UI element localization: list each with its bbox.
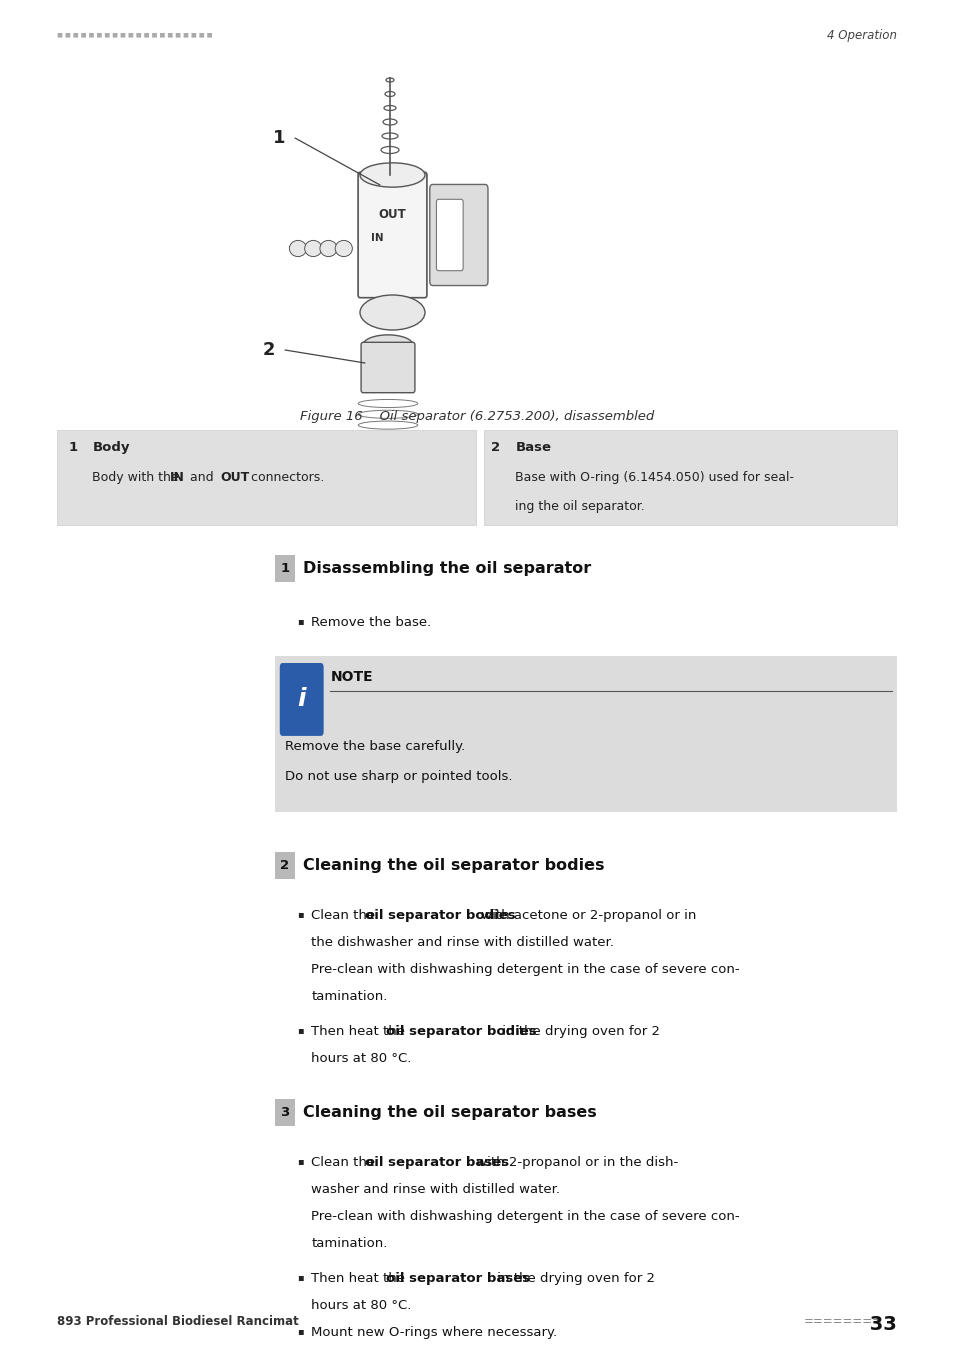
Text: oil separator bases: oil separator bases [385,1272,529,1285]
FancyBboxPatch shape [483,431,896,525]
Text: with 2-propanol or in the dish-: with 2-propanol or in the dish- [471,1156,677,1169]
Ellipse shape [289,240,306,256]
Text: Disassembling the oil separator: Disassembling the oil separator [302,562,590,576]
Text: hours at 80 °C.: hours at 80 °C. [311,1299,411,1312]
FancyBboxPatch shape [274,656,896,811]
Text: Pre-clean with dishwashing detergent in the case of severe con-: Pre-clean with dishwashing detergent in … [311,1210,740,1223]
Text: in the drying oven for 2: in the drying oven for 2 [492,1272,654,1285]
Text: with acetone or 2-propanol or in: with acetone or 2-propanol or in [476,909,696,922]
Text: 1: 1 [69,441,77,454]
Text: washer and rinse with distilled water.: washer and rinse with distilled water. [311,1183,559,1196]
Text: Cleaning the oil separator bases: Cleaning the oil separator bases [302,1106,596,1120]
Text: ■ ■ ■ ■ ■ ■ ■ ■ ■ ■ ■ ■ ■ ■ ■ ■ ■ ■ ■ ■: ■ ■ ■ ■ ■ ■ ■ ■ ■ ■ ■ ■ ■ ■ ■ ■ ■ ■ ■ ■ [57,32,214,38]
FancyBboxPatch shape [357,173,426,298]
Text: ▪: ▪ [296,1326,303,1336]
Text: tamination.: tamination. [311,1237,387,1250]
Ellipse shape [319,240,336,256]
Text: oil separator bodies: oil separator bodies [385,1025,536,1038]
Text: Clean the: Clean the [311,1156,379,1169]
Text: oil separator bodies: oil separator bodies [364,909,515,922]
Text: connectors.: connectors. [247,471,324,483]
Text: in the drying oven for 2: in the drying oven for 2 [497,1025,659,1038]
Ellipse shape [363,335,413,355]
Text: OUT: OUT [378,208,406,221]
Text: ▪: ▪ [296,1025,303,1035]
Text: ▪: ▪ [296,1272,303,1282]
Text: 1: 1 [280,562,290,575]
Text: Cleaning the oil separator bodies: Cleaning the oil separator bodies [302,859,603,873]
Text: 2: 2 [280,859,290,872]
FancyBboxPatch shape [274,852,294,879]
Text: ▪: ▪ [296,1156,303,1166]
Text: Then heat the: Then heat the [311,1025,409,1038]
Text: Base with O-ring (6.1454.050) used for seal-: Base with O-ring (6.1454.050) used for s… [515,471,794,483]
Ellipse shape [304,240,321,256]
Text: 893 Professional Biodiesel Rancimat: 893 Professional Biodiesel Rancimat [57,1315,298,1328]
FancyBboxPatch shape [361,343,415,393]
Ellipse shape [335,240,352,256]
Text: and: and [186,471,217,483]
Text: IN: IN [371,232,383,243]
FancyBboxPatch shape [429,185,487,286]
Text: Pre-clean with dishwashing detergent in the case of severe con-: Pre-clean with dishwashing detergent in … [311,963,740,976]
Text: OUT: OUT [220,471,249,483]
Text: Base: Base [515,441,551,454]
Text: i: i [297,687,306,711]
Text: NOTE: NOTE [330,670,373,683]
Text: Body with the: Body with the [92,471,183,483]
Text: IN: IN [170,471,184,483]
FancyBboxPatch shape [274,555,294,582]
Text: 2: 2 [263,342,275,359]
Text: hours at 80 °C.: hours at 80 °C. [311,1052,411,1065]
Text: Mount new O-rings where necessary.: Mount new O-rings where necessary. [311,1326,557,1339]
Text: 3: 3 [280,1106,290,1119]
Text: 4 Operation: 4 Operation [826,28,896,42]
FancyBboxPatch shape [436,200,462,271]
Text: 33: 33 [862,1315,896,1334]
Text: tamination.: tamination. [311,990,387,1003]
Text: Clean the: Clean the [311,909,379,922]
Ellipse shape [359,296,424,329]
Text: ▪: ▪ [296,616,303,626]
FancyBboxPatch shape [274,1099,294,1126]
Ellipse shape [359,163,424,188]
Text: ▪: ▪ [296,909,303,919]
Text: Body: Body [92,441,130,454]
Text: ing the oil separator.: ing the oil separator. [515,501,644,513]
Text: Figure 16    Oil separator (6.2753.200), disassembled: Figure 16 Oil separator (6.2753.200), di… [299,410,654,423]
Text: ========: ======== [802,1315,882,1328]
FancyBboxPatch shape [57,431,476,525]
FancyBboxPatch shape [279,663,323,736]
Text: 2: 2 [491,441,500,454]
Text: oil separator bases: oil separator bases [364,1156,508,1169]
Text: Remove the base carefully.: Remove the base carefully. [284,740,464,753]
Text: the dishwasher and rinse with distilled water.: the dishwasher and rinse with distilled … [311,936,614,949]
Text: Remove the base.: Remove the base. [311,616,431,629]
Text: Then heat the: Then heat the [311,1272,409,1285]
Text: 1: 1 [273,130,285,147]
Text: Do not use sharp or pointed tools.: Do not use sharp or pointed tools. [284,769,512,783]
